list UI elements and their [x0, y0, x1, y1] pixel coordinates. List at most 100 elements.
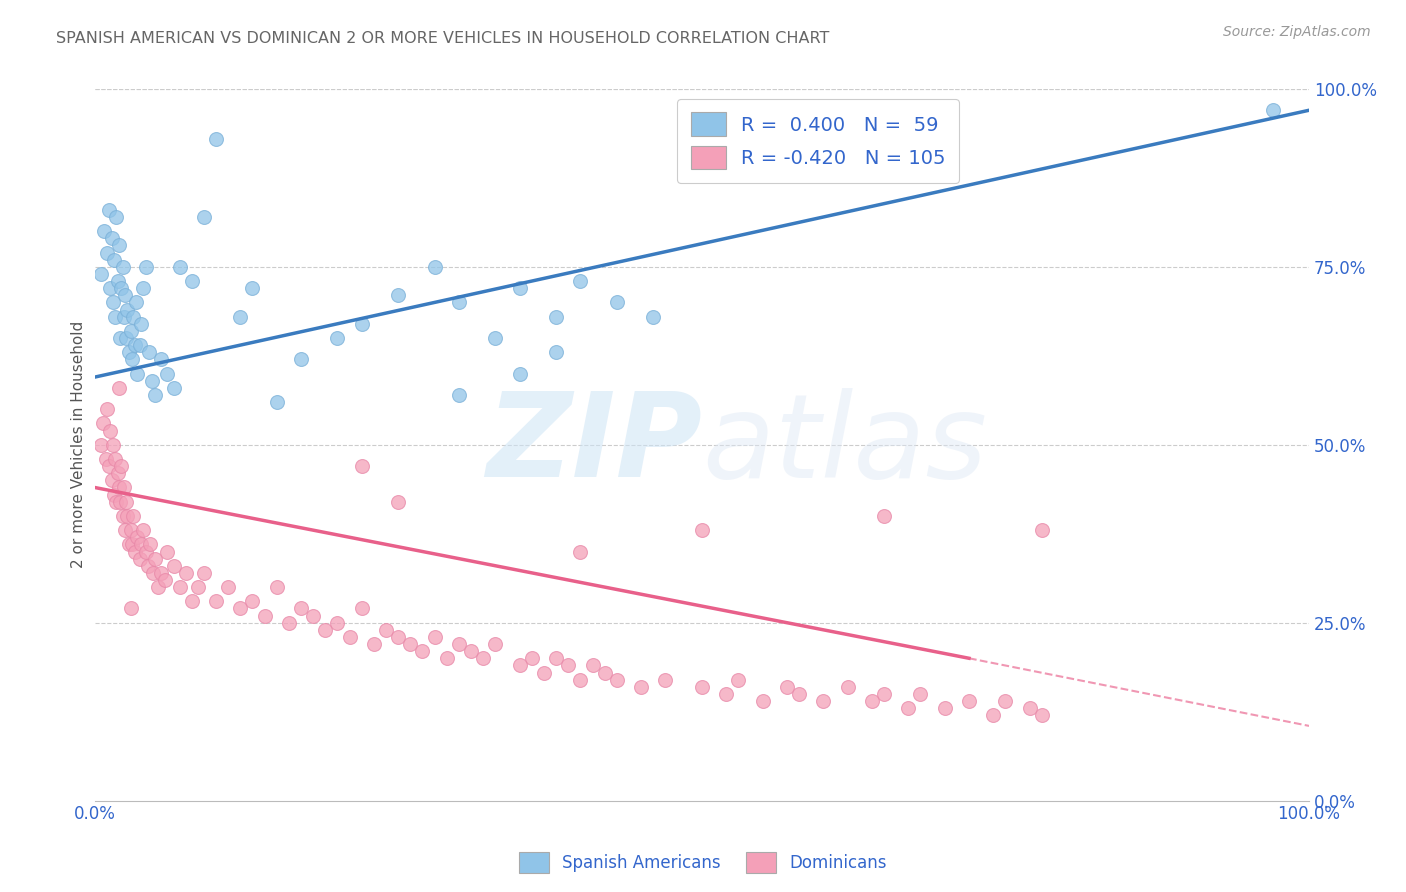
Point — [751, 694, 773, 708]
Point — [326, 615, 349, 630]
Point — [117, 508, 139, 523]
Point — [112, 480, 135, 494]
Point — [187, 580, 209, 594]
Point — [138, 345, 160, 359]
Point — [180, 274, 202, 288]
Point — [981, 708, 1004, 723]
Point — [104, 452, 127, 467]
Point — [162, 558, 184, 573]
Point — [690, 523, 713, 537]
Point — [98, 424, 121, 438]
Point — [125, 295, 148, 310]
Point — [120, 324, 142, 338]
Point — [266, 580, 288, 594]
Point — [484, 331, 506, 345]
Point — [253, 608, 276, 623]
Point — [100, 231, 122, 245]
Point — [387, 630, 409, 644]
Point — [132, 523, 155, 537]
Point — [509, 658, 531, 673]
Point — [314, 623, 336, 637]
Point — [108, 480, 131, 494]
Point — [115, 494, 138, 508]
Point — [146, 580, 169, 594]
Point — [135, 544, 157, 558]
Point — [350, 317, 373, 331]
Point — [509, 281, 531, 295]
Point — [813, 694, 835, 708]
Point — [205, 132, 228, 146]
Text: SPANISH AMERICAN VS DOMINICAN 2 OR MORE VEHICLES IN HOUSEHOLD CORRELATION CHART: SPANISH AMERICAN VS DOMINICAN 2 OR MORE … — [56, 31, 830, 46]
Point — [98, 459, 121, 474]
Point — [128, 551, 150, 566]
Point — [387, 288, 409, 302]
Point — [1018, 701, 1040, 715]
Point — [121, 537, 143, 551]
Point — [125, 530, 148, 544]
Point — [910, 687, 932, 701]
Point — [606, 295, 628, 310]
Point — [569, 673, 592, 687]
Point — [101, 295, 124, 310]
Point — [897, 701, 920, 715]
Point — [143, 551, 166, 566]
Point — [142, 566, 165, 580]
Point — [124, 544, 146, 558]
Point — [509, 367, 531, 381]
Point — [447, 637, 470, 651]
Point — [787, 687, 810, 701]
Point — [143, 388, 166, 402]
Point — [1031, 523, 1053, 537]
Point — [101, 438, 124, 452]
Point — [117, 537, 139, 551]
Point — [98, 202, 121, 217]
Point — [169, 580, 191, 594]
Point — [873, 508, 896, 523]
Point — [108, 331, 131, 345]
Point — [104, 310, 127, 324]
Point — [114, 288, 136, 302]
Point — [107, 274, 129, 288]
Point — [94, 452, 117, 467]
Point — [873, 687, 896, 701]
Point — [266, 395, 288, 409]
Point — [162, 381, 184, 395]
Point — [727, 673, 749, 687]
Point — [96, 245, 118, 260]
Point — [115, 331, 138, 345]
Point — [156, 367, 179, 381]
Point — [100, 474, 122, 488]
Point — [112, 310, 135, 324]
Text: atlas: atlas — [702, 388, 987, 502]
Point — [411, 644, 433, 658]
Point — [277, 615, 299, 630]
Point — [654, 673, 676, 687]
Point — [120, 523, 142, 537]
Point — [994, 694, 1017, 708]
Point — [108, 381, 131, 395]
Point — [860, 694, 883, 708]
Point — [141, 374, 163, 388]
Point — [1031, 708, 1053, 723]
Point — [156, 544, 179, 558]
Point — [460, 644, 482, 658]
Point — [153, 573, 176, 587]
Point — [546, 345, 568, 359]
Point — [776, 680, 799, 694]
Point — [124, 338, 146, 352]
Point — [91, 417, 114, 431]
Point — [630, 680, 652, 694]
Point — [290, 601, 312, 615]
Point — [90, 438, 112, 452]
Point — [1261, 103, 1284, 118]
Point — [136, 558, 159, 573]
Point — [122, 310, 145, 324]
Point — [105, 210, 128, 224]
Point — [108, 238, 131, 252]
Point — [557, 658, 579, 673]
Point — [122, 508, 145, 523]
Point — [520, 651, 543, 665]
Point — [108, 494, 131, 508]
Point — [387, 494, 409, 508]
Point — [174, 566, 197, 580]
